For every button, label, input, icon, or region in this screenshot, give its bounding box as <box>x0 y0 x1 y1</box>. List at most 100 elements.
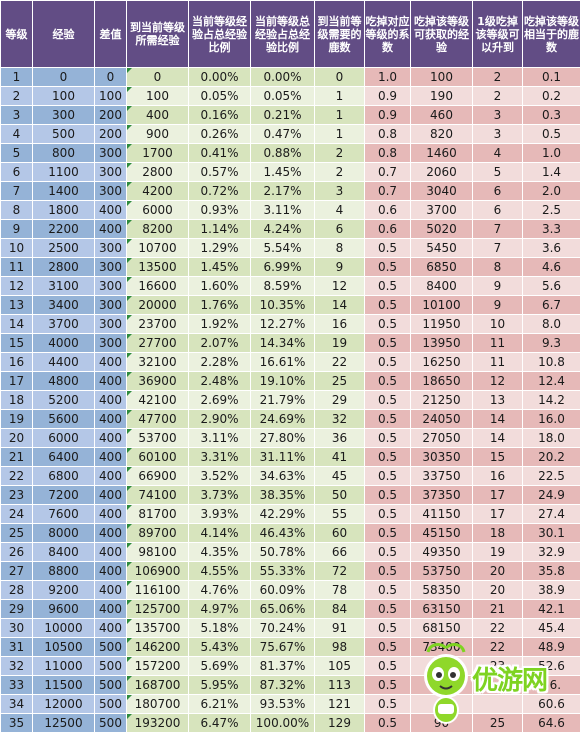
cell-exp: 4000 <box>33 334 95 353</box>
cell-deer-equivalent: 9.3 <box>523 334 580 353</box>
cell-deer-equivalent: 3.6 <box>523 239 580 258</box>
cell-total-ratio: 3.11% <box>251 201 315 220</box>
cell-eat-exp: 24050 <box>411 410 473 429</box>
cell-eat-exp: 45150 <box>411 524 473 543</box>
cell-diff: 400 <box>95 524 127 543</box>
cell-diff: 200 <box>95 106 127 125</box>
cell-deer-needed: 1 <box>315 87 365 106</box>
cell-diff: 400 <box>95 505 127 524</box>
cell-total-ratio: 42.29% <box>251 505 315 524</box>
header-eat-exp: 吃掉该等级可获取的经验 <box>411 1 473 68</box>
cell-deer-needed: 72 <box>315 562 365 581</box>
cell-diff: 300 <box>95 182 127 201</box>
cell-exp-ratio: 5.18% <box>189 619 251 638</box>
cell-eat-coefficient: 0.5 <box>365 676 411 695</box>
cell-level-up-to <box>473 695 523 714</box>
cell-exp-ratio: 4.35% <box>189 543 251 562</box>
cell-exp-ratio: 1.60% <box>189 277 251 296</box>
cell-total-ratio: 0.21% <box>251 106 315 125</box>
cell-deer-needed: 3 <box>315 182 365 201</box>
cell-eat-coefficient: 0.5 <box>365 524 411 543</box>
cell-level: 17 <box>1 372 33 391</box>
cell-eat-coefficient: 0.9 <box>365 106 411 125</box>
cell-exp-ratio: 1.76% <box>189 296 251 315</box>
cell-exp-ratio: 0.93% <box>189 201 251 220</box>
cell-eat-exp: 63150 <box>411 600 473 619</box>
cell-deer-equivalent: 42.1 <box>523 600 580 619</box>
cell-exp: 7200 <box>33 486 95 505</box>
cell-diff: 200 <box>95 125 127 144</box>
cell-eat-coefficient: 0.5 <box>365 391 411 410</box>
cell-eat-exp: 58350 <box>411 581 473 600</box>
cell-deer-equivalent: 48.9 <box>523 638 580 657</box>
cell-deer-needed: 9 <box>315 258 365 277</box>
cell-deer-equivalent: 5.6 <box>523 277 580 296</box>
cell-exp-needed: 13500 <box>127 258 189 277</box>
cell-exp: 1400 <box>33 182 95 201</box>
cell-total-ratio: 50.78% <box>251 543 315 562</box>
cell-total-ratio: 46.43% <box>251 524 315 543</box>
cell-exp-ratio: 3.31% <box>189 448 251 467</box>
cell-eat-exp: 21250 <box>411 391 473 410</box>
cell-deer-equivalent: 0.5 <box>523 125 580 144</box>
cell-level: 7 <box>1 182 33 201</box>
cell-deer-needed: 98 <box>315 638 365 657</box>
cell-level: 26 <box>1 543 33 562</box>
cell-exp-needed: 74100 <box>127 486 189 505</box>
cell-eat-coefficient: 0.5 <box>365 353 411 372</box>
cell-exp-needed: 157200 <box>127 657 189 676</box>
header-deer-equivalent: 吃掉该等级相当于的鹿数 <box>523 1 580 68</box>
cell-eat-coefficient: 0.5 <box>365 410 411 429</box>
cell-diff: 400 <box>95 486 127 505</box>
cell-total-ratio: 21.79% <box>251 391 315 410</box>
cell-level-up-to: 4 <box>473 144 523 163</box>
cell-deer-needed: 29 <box>315 391 365 410</box>
cell-diff: 400 <box>95 391 127 410</box>
cell-total-ratio: 19.10% <box>251 372 315 391</box>
cell-level-up-to: 3 <box>473 106 523 125</box>
cell-level-up-to: 8 <box>473 258 523 277</box>
cell-exp-ratio: 3.73% <box>189 486 251 505</box>
cell-deer-needed: 25 <box>315 372 365 391</box>
cell-exp-needed: 100 <box>127 87 189 106</box>
cell-diff: 400 <box>95 429 127 448</box>
cell-diff: 400 <box>95 562 127 581</box>
cell-exp-needed: 10700 <box>127 239 189 258</box>
cell-level-up-to: 18 <box>473 524 523 543</box>
cell-eat-coefficient: 0.5 <box>365 334 411 353</box>
header-exp-ratio: 当前等级经验占总经验比例 <box>189 1 251 68</box>
cell-eat-exp: 2060 <box>411 163 473 182</box>
cell-deer-needed: 16 <box>315 315 365 334</box>
cell-diff: 300 <box>95 239 127 258</box>
cell-diff: 300 <box>95 258 127 277</box>
cell-exp-ratio: 1.29% <box>189 239 251 258</box>
cell-eat-coefficient: 0.5 <box>365 239 411 258</box>
cell-exp-needed: 135700 <box>127 619 189 638</box>
cell-level-up-to: 23 <box>473 657 523 676</box>
cell-level-up-to: 20 <box>473 562 523 581</box>
cell-exp-ratio: 4.97% <box>189 600 251 619</box>
cell-exp-needed: 0 <box>127 68 189 87</box>
cell-level: 22 <box>1 467 33 486</box>
cell-level: 27 <box>1 562 33 581</box>
cell-total-ratio: 16.61% <box>251 353 315 372</box>
cell-total-ratio: 60.09% <box>251 581 315 600</box>
cell-total-ratio: 14.34% <box>251 334 315 353</box>
cell-exp-ratio: 2.90% <box>189 410 251 429</box>
cell-exp-ratio: 0.26% <box>189 125 251 144</box>
cell-exp-ratio: 2.48% <box>189 372 251 391</box>
cell-deer-equivalent: 14.2 <box>523 391 580 410</box>
cell-diff: 300 <box>95 163 127 182</box>
cell-diff: 300 <box>95 315 127 334</box>
